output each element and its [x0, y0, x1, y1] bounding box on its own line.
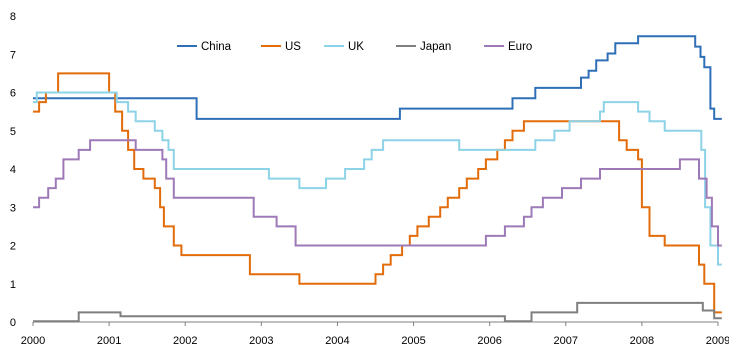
y-tick-label: 2 [10, 241, 16, 253]
y-tick-label: 5 [10, 126, 16, 138]
y-tick-label: 8 [10, 11, 16, 23]
legend: China US UK Japan Euro [177, 41, 532, 53]
series-line-euro [33, 139, 722, 247]
series-line-china [33, 35, 722, 120]
x-tick-label: 2002 [173, 335, 197, 347]
y-tick-label: 4 [10, 164, 16, 176]
series-line-japan [33, 301, 722, 323]
x-tick-label: 2003 [249, 335, 273, 347]
series-line-uk [33, 91, 722, 266]
legend-label-china: China [201, 41, 232, 53]
x-axis-ticks: 2000 2001 2002 2003 2004 2005 2006 2007 2008 2009 [21, 322, 729, 347]
x-tick-label: 2000 [21, 335, 45, 347]
x-tick-label: 2004 [325, 335, 349, 347]
x-tick-label: 2005 [401, 335, 425, 347]
y-tick-label: 1 [10, 279, 16, 291]
x-tick-label: 2006 [477, 335, 501, 347]
series-lines [33, 35, 722, 323]
x-tick-label: 2009 [706, 335, 729, 347]
x-tick-label: 2008 [630, 335, 654, 347]
x-tick-label: 2007 [554, 335, 578, 347]
x-tick-label: 2001 [97, 335, 121, 347]
y-tick-label: 0 [10, 317, 16, 329]
y-tick-label: 3 [10, 202, 16, 214]
y-tick-label: 7 [10, 49, 16, 61]
y-tick-label: 6 [10, 88, 16, 100]
series-line-us [33, 72, 722, 314]
legend-label-euro: Euro [508, 41, 532, 53]
legend-label-japan: Japan [420, 41, 451, 53]
legend-label-uk: UK [348, 41, 364, 53]
y-axis-ticks: 0 1 2 3 4 5 6 7 8 [10, 11, 16, 329]
legend-label-us: US [285, 41, 301, 53]
